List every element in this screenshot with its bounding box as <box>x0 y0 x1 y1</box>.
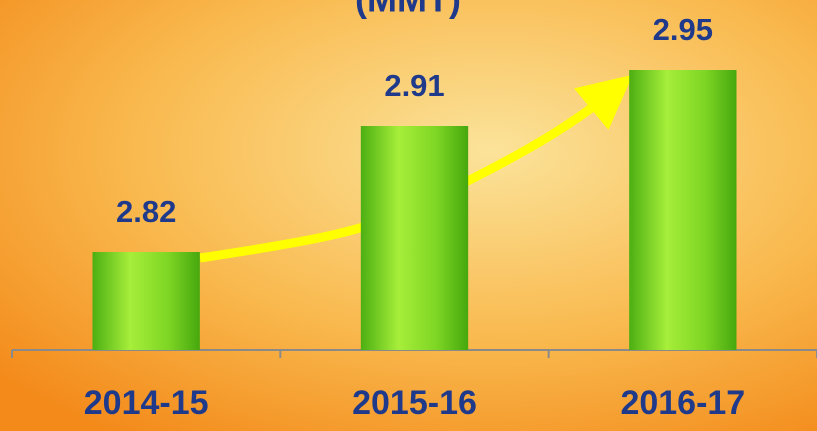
chart-title: (MMT) <box>355 0 461 20</box>
data-label: 2.95 <box>653 12 713 47</box>
data-label: 2.82 <box>116 194 176 229</box>
x-tick-label: 2015-16 <box>352 384 477 422</box>
x-tick-label: 2014-15 <box>84 384 209 422</box>
bar <box>629 70 737 350</box>
bar <box>360 126 469 350</box>
data-label: 2.91 <box>384 68 444 103</box>
bar <box>92 252 200 350</box>
x-tick-label: 2016-17 <box>620 384 745 422</box>
